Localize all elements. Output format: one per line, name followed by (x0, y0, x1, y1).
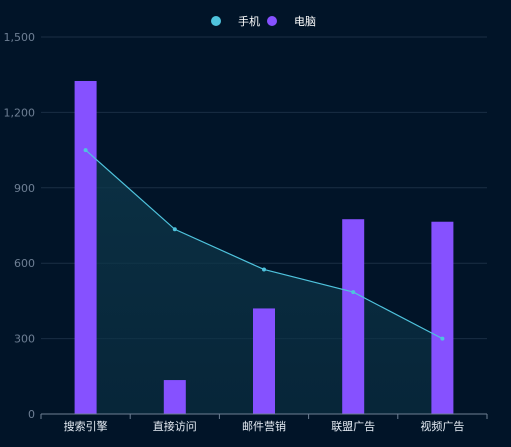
bar[interactable] (253, 308, 275, 414)
line-point[interactable] (172, 227, 177, 232)
bar[interactable] (74, 80, 97, 414)
line-point[interactable] (83, 148, 88, 153)
y-tick-label: 1,200 (4, 106, 36, 119)
legend-label: 电脑 (294, 15, 316, 28)
legend-swatch (267, 16, 277, 26)
x-tick-label: 视频广告 (420, 419, 464, 433)
bar[interactable] (431, 221, 454, 414)
y-axis: 0 300 600 900 1,200 1,500 (4, 31, 36, 421)
y-tick-label: 1,500 (4, 31, 36, 44)
bar[interactable] (163, 380, 186, 414)
legend-label: 手机 (238, 14, 260, 28)
line-point[interactable] (262, 267, 266, 272)
x-tick-label: 联盟广告 (331, 420, 375, 433)
bar[interactable] (342, 219, 365, 414)
legend-swatch (211, 16, 221, 26)
line-point[interactable] (440, 336, 445, 341)
y-tick-label: 300 (14, 333, 35, 346)
bar-series (74, 80, 454, 414)
y-tick-label: 600 (14, 257, 35, 270)
legend-item[interactable]: 手机 (211, 14, 260, 28)
x-tick-label: 邮件营销 (242, 419, 286, 433)
y-tick-label: 900 (14, 182, 35, 195)
x-tick-label: 直接访问 (153, 419, 197, 433)
y-tick-label: 0 (28, 408, 35, 421)
line-series (83, 148, 445, 341)
legend-item[interactable]: 电脑 (267, 15, 316, 28)
x-axis: 搜索引擎 直接访问 邮件营销 联盟广告 视频广告 (40, 413, 488, 433)
legend[interactable]: 手机 电脑 (211, 14, 316, 28)
x-tick-label: 搜索引擎 (64, 419, 108, 433)
line-point[interactable] (351, 290, 356, 295)
